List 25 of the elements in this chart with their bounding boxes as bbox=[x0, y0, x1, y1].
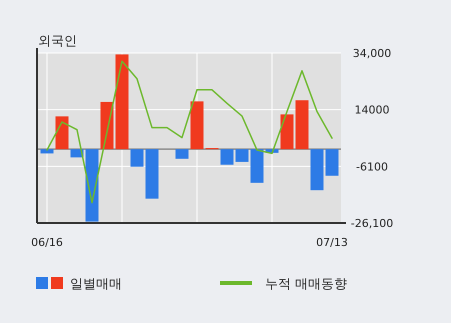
bar bbox=[250, 149, 264, 183]
bar bbox=[326, 149, 338, 176]
y-tick-label: 34,000 bbox=[352, 47, 392, 60]
y-tick-label: -6100 bbox=[356, 160, 388, 174]
chart-title: 외국인 bbox=[38, 34, 77, 49]
bar bbox=[220, 149, 234, 165]
bar bbox=[190, 101, 204, 150]
legend-label: 일별매매 bbox=[70, 277, 122, 292]
line-series bbox=[46, 60, 333, 204]
legend-label: 누적 매매동향 bbox=[265, 277, 348, 292]
bar bbox=[310, 149, 324, 190]
bar bbox=[236, 149, 248, 162]
x-tick-label: 06/16 bbox=[31, 236, 63, 249]
bar bbox=[176, 149, 188, 159]
bar bbox=[86, 149, 98, 222]
bar bbox=[116, 54, 128, 150]
bar bbox=[296, 100, 308, 150]
bar bbox=[40, 149, 54, 154]
x-tick-label: 07/13 bbox=[316, 236, 348, 249]
y-tick-label: 14000 bbox=[354, 104, 390, 117]
bar bbox=[146, 149, 158, 199]
bar bbox=[56, 116, 68, 150]
bar bbox=[280, 114, 294, 150]
y-tick-label: -26,100 bbox=[350, 217, 394, 230]
bar bbox=[130, 149, 144, 167]
